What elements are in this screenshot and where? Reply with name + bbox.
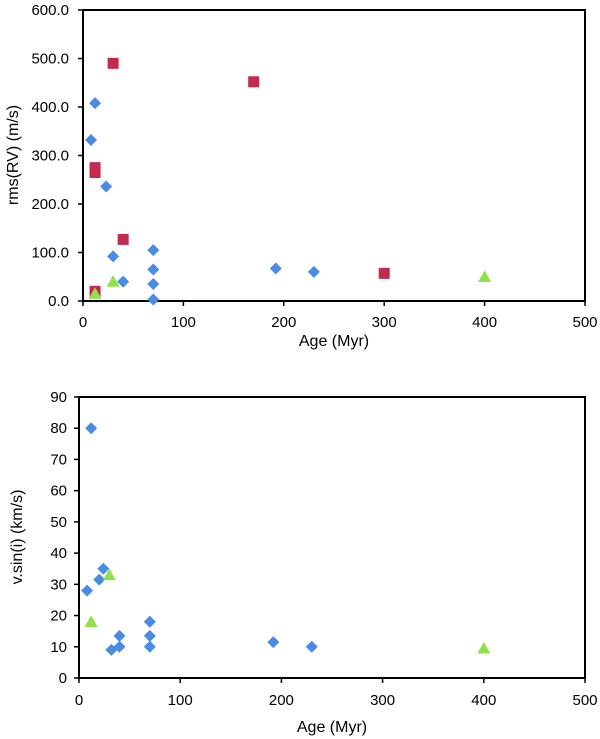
x-axis-label: Age (Myr) — [299, 333, 369, 350]
diamond-point — [81, 584, 94, 597]
tick-labels: 0.0 100.0 200.0 300.0 400.0 500.0 600.0 0 100 200… — [31, 2, 597, 331]
x-tick-label: 400 — [472, 314, 497, 331]
plot-area-frame — [78, 396, 586, 679]
y-tick-label: 80 — [50, 420, 67, 437]
y-tick-label: 200.0 — [31, 196, 69, 213]
x-tick-label: 400 — [471, 692, 496, 709]
square-point — [248, 76, 260, 88]
vsini-chart: 0 10 20 30 40 50 60 70 80 90 0 100 200 300 400 500 Age … — [9, 389, 598, 736]
diamond-point — [143, 629, 156, 642]
diamond-point — [267, 636, 280, 649]
diamond-point — [269, 262, 282, 275]
y-axis-label: v.sin(i) (km/s) — [9, 490, 26, 585]
y-tick-label: 20 — [50, 608, 67, 625]
y-tick-label: 400.0 — [31, 99, 69, 116]
diamond-point — [113, 640, 126, 653]
y-tick-label: 100.0 — [31, 245, 69, 262]
triangle-point — [84, 615, 98, 627]
triangle-point — [102, 568, 116, 581]
x-tick-label: 200 — [271, 314, 296, 331]
diamond-point — [85, 422, 98, 435]
diamond-point — [305, 640, 318, 653]
y-tick-label: 0.0 — [48, 293, 69, 310]
diamond-point — [85, 133, 98, 146]
x-tick-label: 500 — [572, 314, 597, 331]
diamond-point — [147, 244, 160, 257]
triangle-point — [477, 641, 491, 654]
square-point — [117, 233, 129, 245]
y-tick-label: 600.0 — [31, 2, 69, 19]
diamond-point — [97, 562, 110, 575]
x-tick-label: 500 — [572, 692, 597, 709]
x-tick-label: 300 — [372, 314, 397, 331]
diamond-point — [107, 250, 120, 263]
y-tick-label: 50 — [50, 514, 67, 531]
data-points — [85, 57, 492, 306]
y-tick-label: 30 — [50, 576, 67, 593]
tick-labels: 0 10 20 30 40 50 60 70 80 90 0 100 200 300 400 500 — [50, 389, 597, 709]
data-points — [81, 422, 491, 656]
y-tick-label: 500.0 — [31, 51, 69, 68]
diamond-point — [147, 263, 160, 276]
plot-area-frame — [82, 9, 586, 302]
y-tick-label: 300.0 — [31, 148, 69, 165]
y-tick-label: 60 — [50, 483, 67, 500]
square-point — [107, 57, 119, 69]
diamond-point — [113, 629, 126, 642]
diamond-point — [93, 573, 106, 586]
diamond-point — [143, 640, 156, 653]
y-tick-label: 70 — [50, 451, 67, 468]
diamond-point — [100, 180, 113, 193]
y-tick-label: 40 — [50, 545, 67, 562]
diamond-point — [89, 97, 102, 110]
square-point — [89, 166, 101, 178]
x-tick-label: 0 — [79, 314, 87, 331]
triangle-point — [106, 275, 120, 287]
x-tick-label: 0 — [75, 692, 83, 709]
x-tick-label: 100 — [168, 692, 193, 709]
y-tick-label: 90 — [50, 389, 67, 406]
diamond-point — [147, 278, 160, 291]
x-tick-label: 300 — [370, 692, 395, 709]
x-tick-label: 100 — [171, 314, 196, 331]
diamond-point — [117, 275, 130, 288]
x-tick-label: 200 — [269, 692, 294, 709]
diamond-point — [143, 615, 156, 628]
diamond-point — [147, 293, 160, 306]
y-axis-label: rms(RV) (m/s) — [5, 105, 22, 205]
triangle-point — [478, 270, 492, 282]
square-point — [378, 267, 390, 279]
diamond-point — [307, 265, 320, 278]
y-tick-label: 0 — [59, 670, 67, 687]
triangle-point — [88, 287, 102, 299]
rms-rv-chart: 0.0 100.0 200.0 300.0 400.0 500.0 600.0 0 100 200… — [5, 2, 598, 350]
x-axis-label: Age (Myr) — [297, 719, 367, 736]
y-tick-label: 10 — [50, 639, 67, 656]
